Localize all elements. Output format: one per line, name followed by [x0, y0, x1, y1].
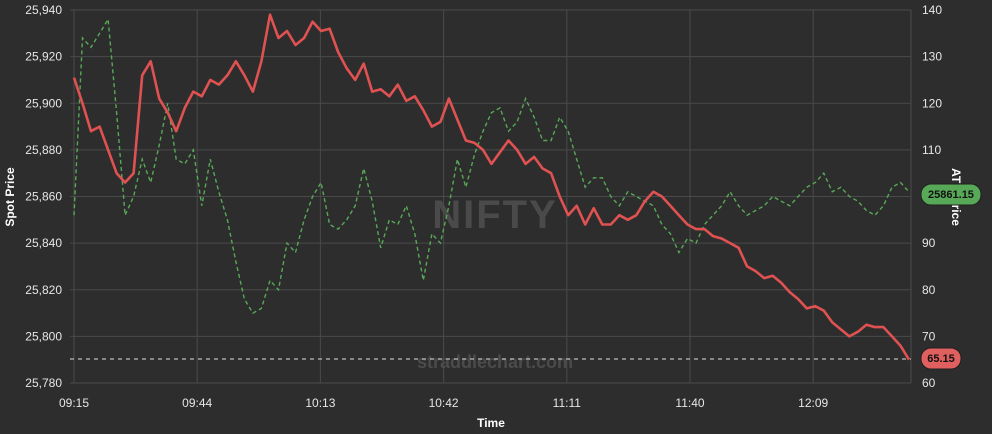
- spot-last-badge-bg: [920, 347, 962, 370]
- y-right-tick-label: 120: [922, 96, 942, 110]
- y-axis-left-title: Spot Price: [3, 167, 17, 227]
- atm-last-badge-bg: [920, 183, 982, 206]
- atm-last-badge-label: 25861.15: [928, 189, 974, 201]
- x-tick-label: 09:44: [182, 396, 212, 410]
- x-tick-label: 09:15: [59, 396, 89, 410]
- y-left-tick-label: 25,860: [25, 190, 62, 204]
- grid: [70, 9, 912, 384]
- x-tick-label: 11:40: [675, 396, 704, 410]
- y-right-tick-label: 140: [922, 3, 942, 17]
- y-right-tick-label: 60: [922, 376, 936, 390]
- series-atm-line: [73, 17, 910, 315]
- y-left-tick-label: 25,840: [25, 236, 62, 250]
- y-right-tick-label: 90: [922, 236, 936, 250]
- atm-last-badge: 25861.15: [920, 183, 982, 206]
- y-right-tick-label: 80: [922, 283, 936, 297]
- y-right-tick-label: 130: [922, 50, 942, 64]
- watermark-url: straddlechart.com: [417, 352, 573, 372]
- y-left-tick-label: 25,800: [25, 329, 62, 343]
- x-tick-label: 11:11: [553, 396, 582, 410]
- spot-last-badge: 65.15: [920, 347, 962, 370]
- series-spot-line: [72, 13, 911, 361]
- y-right-tick-label: 110: [922, 143, 941, 157]
- y-left-tick-label: 25,920: [25, 50, 62, 64]
- x-tick-label: 12:09: [798, 396, 828, 410]
- y-left-tick-label: 25,820: [25, 283, 62, 297]
- x-axis-ticks: 09:15 09:44 10:13 10:42 11:11 11:40 12:09: [59, 396, 829, 410]
- spot-last-badge-label: 65.15: [927, 353, 955, 365]
- x-axis-title: Time: [477, 416, 505, 430]
- y-left-tick-label: 25,780: [25, 376, 62, 390]
- y-left-tick-label: 25,900: [25, 96, 62, 110]
- x-tick-label: 10:13: [305, 396, 335, 410]
- y-right-tick-label: 70: [922, 329, 936, 343]
- y-axis-left-ticks: 25,940 25,920 25,900 25,880 25,860 25,840 25,8…: [25, 3, 62, 390]
- x-tick-label: 10:42: [429, 396, 459, 410]
- y-left-tick-label: 25,880: [25, 143, 62, 157]
- watermark: NIFTY: [432, 193, 558, 237]
- y-left-tick-label: 25,940: [25, 3, 62, 17]
